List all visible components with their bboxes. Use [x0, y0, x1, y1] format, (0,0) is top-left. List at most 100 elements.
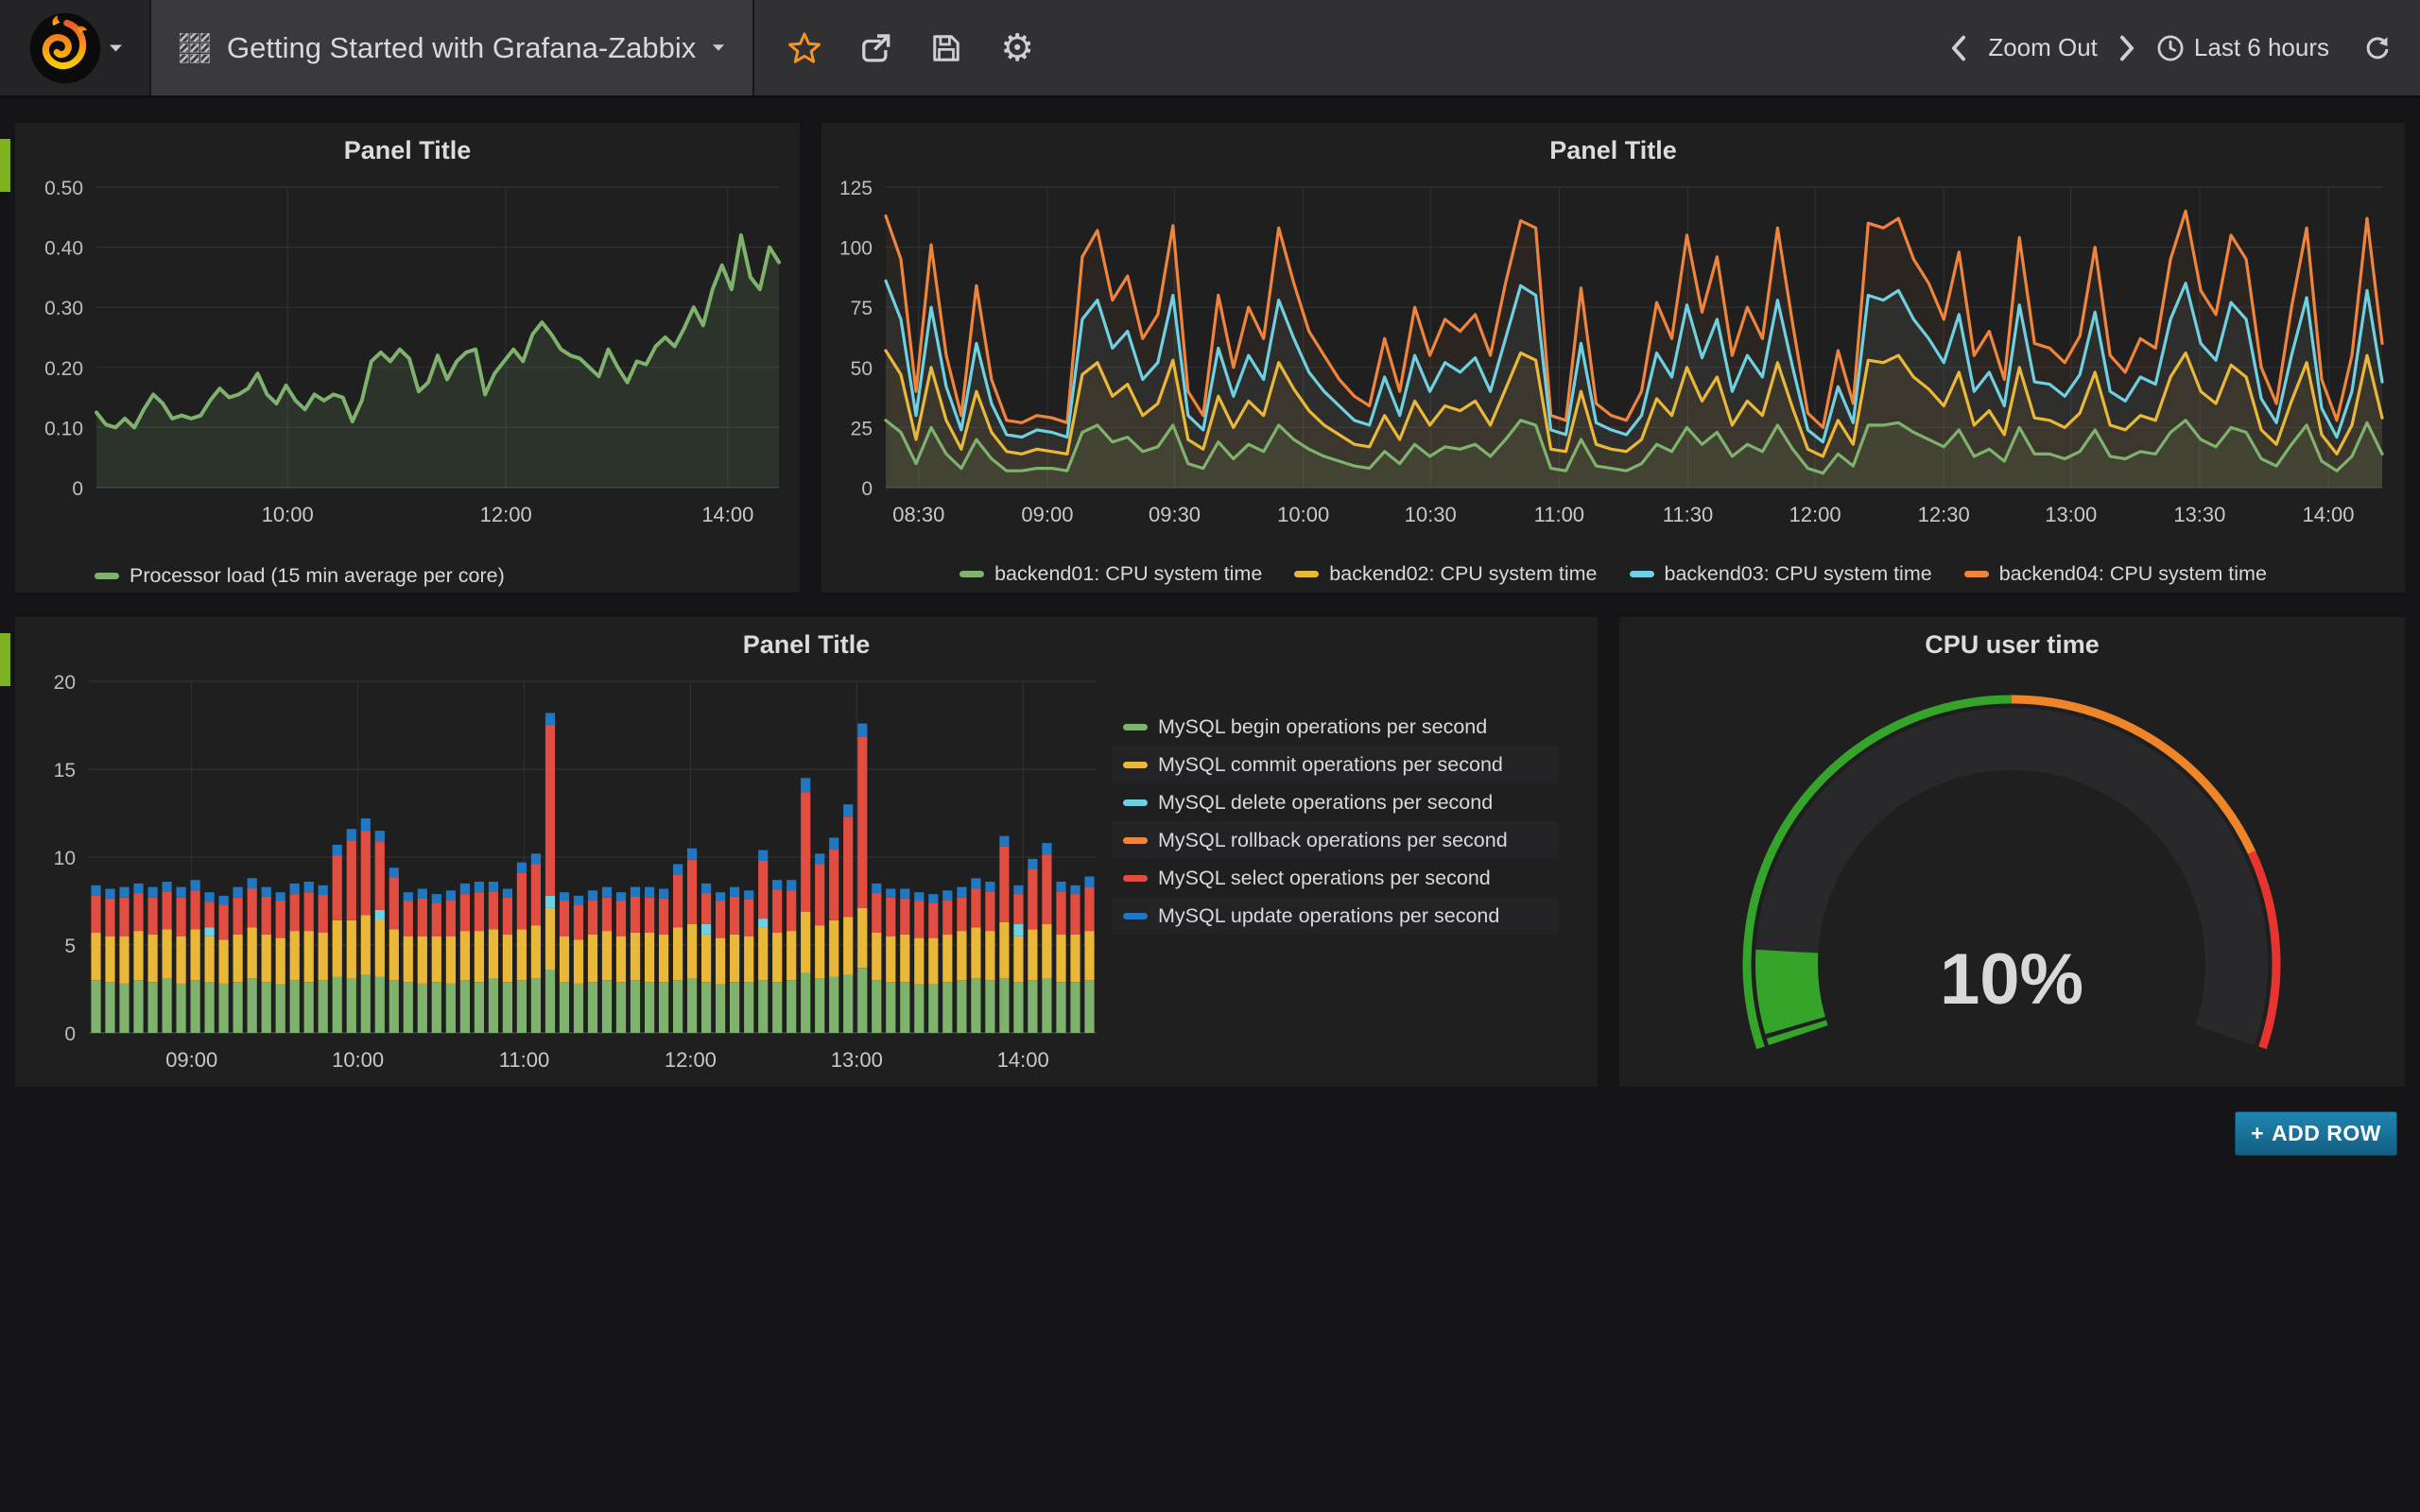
legend-item[interactable]: backend03: CPU system time: [1629, 562, 1932, 586]
legend-color-dash: [1963, 571, 1989, 577]
panel-title[interactable]: Panel Title: [343, 136, 472, 164]
time-controls: Zoom Out Last 6 hours: [1950, 0, 2420, 95]
svg-text:0.50: 0.50: [44, 178, 83, 199]
svg-text:15: 15: [54, 760, 76, 782]
clock-icon: [2157, 35, 2184, 60]
svg-text:09:00: 09:00: [1021, 503, 1073, 526]
dashboard-row-1: Panel Title 10:00 12:00 14:00 0.50 0.40 0.30 0…: [0, 123, 2405, 593]
svg-text:10:00: 10:00: [1277, 503, 1329, 526]
svg-text:10:00: 10:00: [262, 503, 314, 526]
save-icon: [933, 34, 959, 61]
legend-color-dash: [1123, 912, 1148, 919]
grafana-menu-button[interactable]: [0, 0, 151, 95]
svg-text:13:00: 13:00: [831, 1048, 883, 1072]
legend-item[interactable]: MySQL update operations per second: [1112, 897, 1558, 935]
svg-text:12:30: 12:30: [1918, 503, 1970, 526]
legend-color-dash: [1123, 799, 1148, 806]
svg-text:12:00: 12:00: [665, 1048, 717, 1072]
caret-down-icon: [713, 44, 725, 51]
legend-label: MySQL select operations per second: [1158, 867, 1491, 889]
legend-label: backend01: CPU system time: [994, 562, 1263, 585]
legend-item[interactable]: backend01: CPU system time: [959, 562, 1262, 586]
legend-label: MySQL begin operations per second: [1158, 715, 1488, 738]
add-row-button[interactable]: + ADD ROW: [2235, 1111, 2397, 1156]
plus-icon: +: [2251, 1121, 2265, 1145]
panel-cpu-user-time: CPU user time 10%: [1619, 617, 2405, 1087]
legend-item[interactable]: backend04: CPU system time: [1963, 562, 2267, 586]
panel-mysql-operations: Panel Title 09:00 10:00 11:00 12:00 13:00 14:…: [15, 617, 1598, 1087]
svg-text:11:00: 11:00: [499, 1048, 549, 1072]
chevron-right-icon: [2119, 35, 2134, 60]
time-range-label: Last 6 hours: [2193, 33, 2329, 61]
dashboard-grid-icon: [180, 32, 210, 63]
star-dashboard-button[interactable]: [788, 32, 821, 63]
grafana-logo-icon: [29, 12, 100, 83]
time-shift-forward-button[interactable]: [2118, 35, 2135, 61]
add-row-container: + ADD ROW: [15, 1111, 2405, 1156]
legend-item[interactable]: MySQL delete operations per second: [1112, 783, 1558, 821]
zoom-out-button[interactable]: Zoom Out: [1988, 33, 2098, 62]
cpu-user-time-gauge: 10%: [1742, 695, 2281, 1050]
panel-title[interactable]: CPU user time: [1925, 630, 2100, 659]
panel-title[interactable]: Panel Title: [1549, 136, 1677, 164]
legend-item[interactable]: backend02: CPU system time: [1294, 562, 1598, 586]
row-handle[interactable]: [0, 633, 10, 686]
svg-text:0.30: 0.30: [44, 298, 83, 319]
legend-color-dash: [1629, 571, 1654, 577]
legend-label: Processor load (15 min average per core): [130, 564, 505, 587]
svg-text:11:00: 11:00: [1534, 503, 1584, 526]
svg-text:0.10: 0.10: [44, 418, 83, 439]
chart-legend: MySQL begin operations per second MySQL c…: [1112, 708, 1558, 1093]
svg-text:12:00: 12:00: [1789, 503, 1841, 526]
svg-text:0.40: 0.40: [44, 238, 83, 260]
dashboard-row-2: Panel Title 09:00 10:00 11:00 12:00 13:00 14:…: [0, 617, 2405, 1087]
svg-text:10%: 10%: [1940, 939, 2083, 1020]
dashboard-title-button[interactable]: Getting Started with Grafana-Zabbix: [151, 0, 755, 95]
svg-text:10:00: 10:00: [332, 1048, 384, 1072]
row-handle[interactable]: [0, 139, 10, 192]
legend-item[interactable]: Processor load (15 min average per core): [95, 564, 505, 588]
svg-text:0: 0: [64, 1023, 76, 1045]
mysql-operations-chart[interactable]: 09:00 10:00 11:00 12:00 13:00 14:00 20 15 10 5 0: [15, 666, 1112, 1093]
svg-text:0: 0: [861, 478, 873, 500]
legend-label: backend02: CPU system time: [1329, 562, 1598, 585]
legend-item[interactable]: MySQL begin operations per second: [1112, 708, 1558, 746]
svg-text:14:00: 14:00: [2302, 503, 2354, 526]
time-range-picker[interactable]: Last 6 hours: [2156, 33, 2329, 62]
svg-text:12:00: 12:00: [480, 503, 532, 526]
legend-label: backend03: CPU system time: [1664, 562, 1932, 585]
svg-text:11:30: 11:30: [1663, 503, 1713, 526]
svg-text:14:00: 14:00: [701, 503, 753, 526]
svg-text:125: 125: [839, 178, 873, 199]
svg-text:09:00: 09:00: [165, 1048, 217, 1072]
refresh-button[interactable]: [2363, 34, 2392, 62]
refresh-icon: [2366, 36, 2389, 59]
chart-legend: backend01: CPU system time backend02: CPU…: [821, 562, 2405, 586]
processor-load-chart[interactable]: 10:00 12:00 14:00 0.50 0.40 0.30 0.20 0.10 0: [15, 172, 800, 554]
legend-item[interactable]: MySQL commit operations per second: [1112, 746, 1558, 783]
svg-text:0.20: 0.20: [44, 358, 83, 380]
legend-label: MySQL rollback operations per second: [1158, 829, 1508, 851]
cpu-system-time-chart[interactable]: 08:30 09:00 09:30 10:00 10:30 11:00 11:30 12:00…: [821, 172, 2405, 554]
legend-color-dash: [95, 573, 119, 579]
svg-text:13:00: 13:00: [2045, 503, 2097, 526]
legend-item[interactable]: MySQL select operations per second: [1112, 859, 1558, 897]
share-dashboard-button[interactable]: [858, 32, 892, 64]
svg-text:5: 5: [64, 936, 76, 957]
time-shift-back-button[interactable]: [1950, 35, 1967, 61]
navbar-spacer: [1046, 0, 1950, 95]
panel-title[interactable]: Panel Title: [742, 630, 871, 659]
navbar: Getting Started with Grafana-Zabbix: [0, 0, 2420, 98]
save-dashboard-button[interactable]: [930, 32, 962, 64]
legend-label: backend04: CPU system time: [1998, 562, 2267, 585]
add-row-label: ADD ROW: [2272, 1121, 2381, 1145]
svg-text:0: 0: [72, 478, 83, 500]
svg-text:10:30: 10:30: [1405, 503, 1457, 526]
legend-item[interactable]: MySQL rollback operations per second: [1112, 821, 1558, 859]
panel-processor-load: Panel Title 10:00 12:00 14:00 0.50 0.40 0.30 0…: [15, 123, 800, 593]
legend-color-dash: [1294, 571, 1320, 577]
svg-text:13:30: 13:30: [2173, 503, 2225, 526]
svg-text:08:30: 08:30: [892, 503, 944, 526]
svg-text:09:30: 09:30: [1149, 503, 1201, 526]
settings-button[interactable]: ⚙: [1000, 29, 1034, 67]
